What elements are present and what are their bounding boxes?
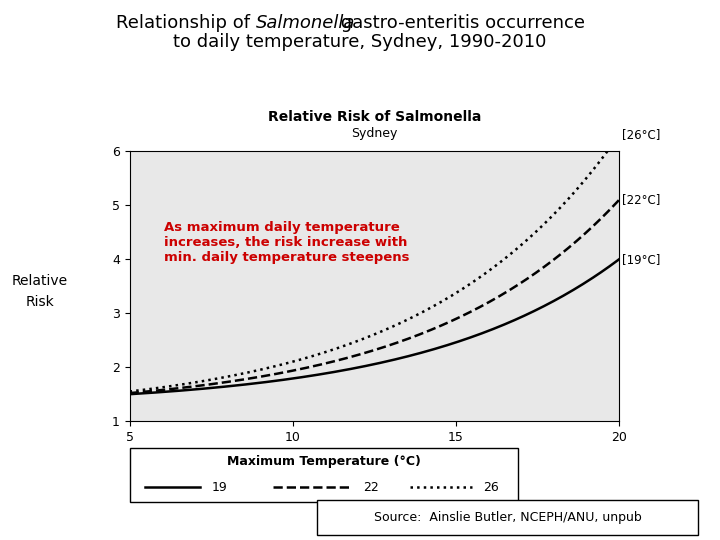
- Text: 26: 26: [483, 481, 499, 494]
- Text: Source:  Ainslie Butler, NCEPH/ANU, unpub: Source: Ainslie Butler, NCEPH/ANU, unpub: [374, 510, 642, 524]
- FancyBboxPatch shape: [317, 500, 698, 535]
- Text: [22°C]: [22°C]: [623, 193, 661, 206]
- Text: gastro-enteritis occurrence: gastro-enteritis occurrence: [335, 14, 585, 31]
- Text: [19°C]: [19°C]: [623, 253, 661, 266]
- Text: 19: 19: [211, 481, 227, 494]
- Text: Sydney: Sydney: [351, 127, 397, 140]
- Text: to daily temperature, Sydney, 1990-2010: to daily temperature, Sydney, 1990-2010: [174, 33, 546, 51]
- X-axis label: Minimum Daily Temperature °C: Minimum Daily Temperature °C: [253, 453, 496, 466]
- Text: Salmonella: Salmonella: [256, 14, 355, 31]
- Text: Relationship of: Relationship of: [116, 14, 256, 31]
- Text: Risk: Risk: [25, 295, 54, 309]
- FancyBboxPatch shape: [130, 448, 518, 502]
- Text: [26°C]: [26°C]: [623, 129, 661, 141]
- Text: Relative: Relative: [12, 274, 68, 288]
- Text: Maximum Temperature (°C): Maximum Temperature (°C): [227, 455, 421, 468]
- Text: As maximum daily temperature
increases, the risk increase with
min. daily temper: As maximum daily temperature increases, …: [164, 221, 410, 265]
- Text: Relative Risk of Salmonella: Relative Risk of Salmonella: [268, 110, 481, 124]
- Text: 22: 22: [363, 481, 379, 494]
